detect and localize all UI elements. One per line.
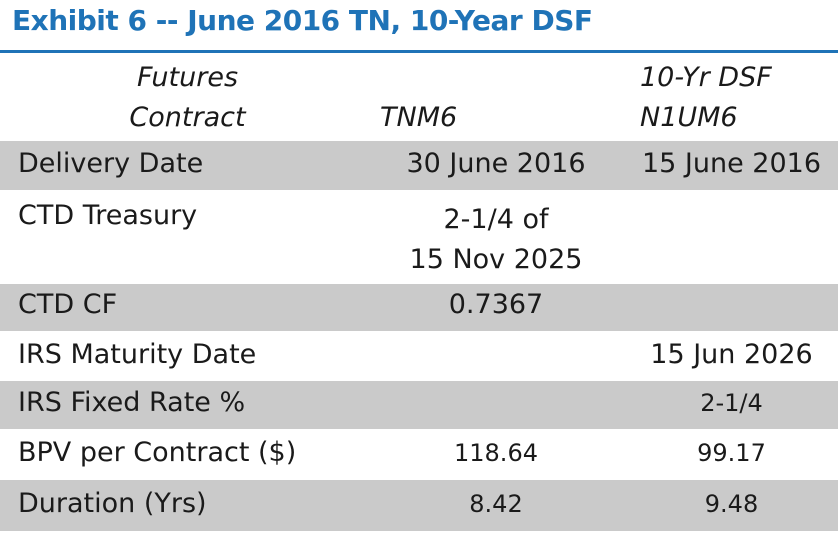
tn-value: 2-1/4 of 15 Nov 2025 <box>380 200 612 280</box>
tn-value-line2: 15 Nov 2025 <box>409 244 583 275</box>
header-dsf-line2: N1UM6 <box>640 102 738 133</box>
exhibit-title: Exhibit 6 -- June 2016 TN, 10-Year DSF <box>12 4 593 37</box>
dsf-value: 15 Jun 2026 <box>650 339 813 370</box>
header-futures-contract: Futures Contract <box>0 58 375 138</box>
table-row-ctd-cf: CTD CF 0.7367 <box>0 284 838 331</box>
table-row-irs-maturity-date: IRS Maturity Date 15 Jun 2026 <box>0 331 838 381</box>
tn-value: 30 June 2016 <box>406 148 586 179</box>
header-label-line2: Contract <box>129 102 246 133</box>
table-row-irs-fixed-rate: IRS Fixed Rate % 2-1/4 <box>0 381 838 429</box>
dsf-value: 99.17 <box>697 439 766 467</box>
tn-value: 8.42 <box>469 490 523 518</box>
row-label: IRS Fixed Rate % <box>18 387 246 418</box>
header-tnm6: TNM6 <box>380 102 458 133</box>
header-10yr-dsf: 10-Yr DSF N1UM6 <box>640 58 838 138</box>
row-label: Delivery Date <box>18 148 204 179</box>
row-label: IRS Maturity Date <box>18 339 257 370</box>
table-row-duration: Duration (Yrs) 8.42 9.48 <box>0 480 838 531</box>
header-label-line1: Futures <box>136 62 239 93</box>
dsf-value: 2-1/4 <box>700 389 763 417</box>
contract-table: Delivery Date 30 June 2016 15 June 2016 … <box>0 141 838 531</box>
dsf-value: 9.48 <box>704 490 759 518</box>
table-row-bpv-per-contract: BPV per Contract ($) 118.64 99.17 <box>0 429 838 480</box>
row-label: Duration (Yrs) <box>18 488 207 519</box>
row-label: CTD CF <box>18 289 118 320</box>
title-underline <box>0 50 838 53</box>
tn-value-line1: 2-1/4 of <box>443 204 549 235</box>
table-row-ctd-treasury: CTD Treasury 2-1/4 of 15 Nov 2025 <box>0 190 838 284</box>
table-row-delivery-date: Delivery Date 30 June 2016 15 June 2016 <box>0 141 838 190</box>
row-label: BPV per Contract ($) <box>18 437 297 468</box>
dsf-value: 15 June 2016 <box>641 148 822 179</box>
header-dsf-line1: 10-Yr DSF <box>640 62 772 93</box>
tn-value: 0.7367 <box>448 289 544 320</box>
tn-value: 118.64 <box>454 439 538 467</box>
row-label: CTD Treasury <box>18 200 198 231</box>
